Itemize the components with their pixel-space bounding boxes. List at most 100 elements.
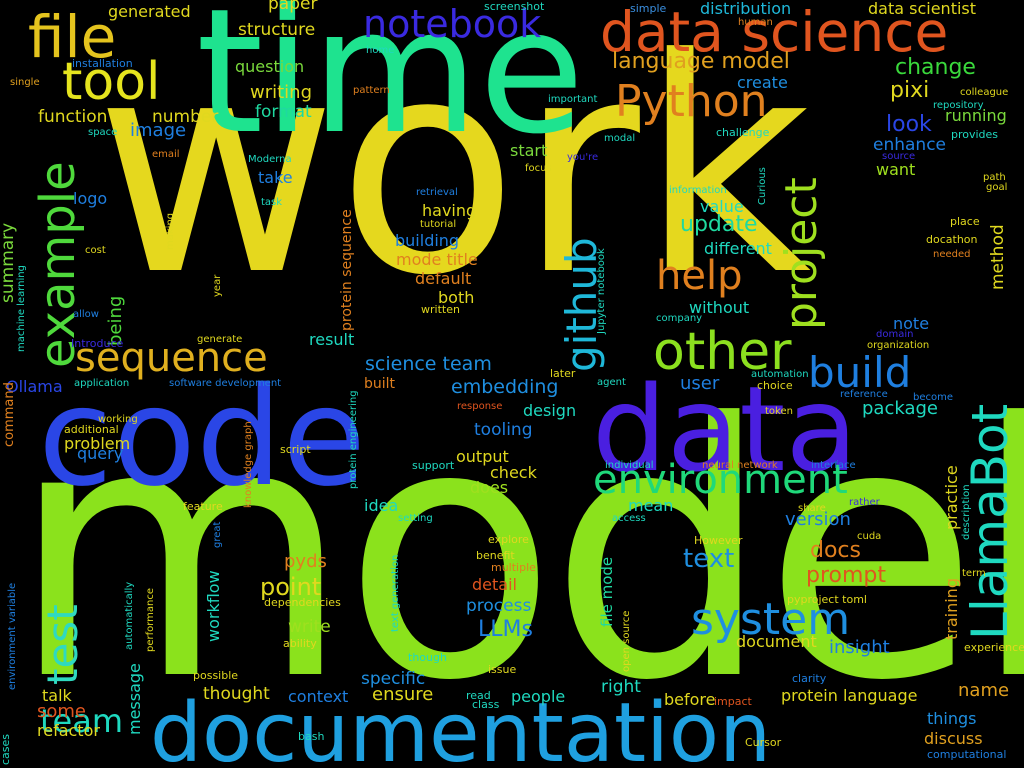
word: take [258, 168, 293, 187]
word: issue [488, 663, 517, 676]
word: right [601, 677, 641, 697]
word: mode title [396, 250, 478, 269]
word: experience [964, 641, 1024, 654]
word: domain [876, 329, 914, 340]
word: modal [604, 133, 636, 144]
word: pixi [890, 78, 930, 103]
word: Moderna [248, 154, 292, 165]
word: possible [193, 669, 239, 682]
word: document [736, 632, 817, 651]
word: place [950, 215, 980, 228]
word: work [95, 0, 812, 340]
word: image [130, 120, 187, 141]
word: pattern [353, 85, 390, 96]
word: agent [597, 377, 626, 388]
word: colleague [960, 87, 1009, 98]
word: support [412, 459, 455, 472]
word: automation [751, 369, 809, 380]
word: number [152, 107, 219, 127]
word: allow [73, 309, 99, 320]
word: package [862, 398, 938, 419]
word: challenge [716, 126, 770, 139]
word: system [691, 594, 851, 645]
word: command [2, 382, 17, 447]
word: people [511, 687, 566, 706]
word: other [653, 322, 792, 382]
word: question [235, 57, 305, 76]
word: task [261, 197, 283, 208]
word: output [456, 447, 509, 466]
word: installation [72, 57, 133, 70]
word: performance [145, 587, 156, 652]
word: value [700, 197, 744, 216]
word: protein language [781, 686, 918, 705]
word: environment variable [7, 582, 18, 690]
word: want [876, 160, 916, 179]
word: cuda [857, 531, 882, 542]
word: both [438, 288, 475, 307]
word: tool [62, 52, 161, 112]
word: source [882, 151, 916, 162]
word: embedding [451, 376, 559, 398]
word: application [74, 378, 130, 389]
word: company [656, 313, 703, 324]
word: environment [593, 457, 848, 503]
word: different [704, 239, 772, 258]
word: talk [42, 686, 72, 705]
word: create [737, 73, 788, 92]
word: text [683, 544, 735, 574]
word: important [548, 94, 598, 105]
word: neural network [702, 460, 778, 471]
word: email [152, 149, 180, 160]
word: share [798, 503, 826, 514]
word: interface [811, 460, 856, 471]
word: notebook [363, 2, 542, 46]
word: open source [621, 610, 632, 672]
word: LLMs [478, 617, 533, 642]
word: computational [927, 748, 1007, 761]
word: code [38, 359, 366, 517]
word: function [38, 107, 108, 127]
word: without [689, 298, 750, 317]
word: user [680, 373, 720, 394]
word: project [776, 177, 827, 330]
word: help [656, 253, 743, 299]
word: explore [488, 533, 529, 546]
word: time [196, 0, 585, 172]
word: feature [183, 500, 223, 513]
word: science team [365, 353, 492, 375]
word: version [785, 509, 851, 530]
word: tutorial [420, 219, 457, 230]
word: great [212, 521, 223, 548]
word: query [77, 444, 124, 463]
word: message [125, 663, 144, 735]
word: reference [840, 389, 888, 400]
word: workflow [204, 570, 223, 642]
word: context [288, 687, 349, 706]
word: Cursor [745, 736, 782, 749]
word: idea [364, 496, 399, 515]
word: look [886, 112, 932, 137]
word: start [510, 141, 548, 160]
word: result [309, 330, 355, 349]
word: impact [714, 695, 752, 708]
word: protein sequence [339, 209, 355, 331]
word: benefit [476, 549, 515, 562]
word: running [945, 106, 1007, 125]
word: thought [203, 684, 270, 704]
word: problem [64, 434, 131, 453]
word: language model [612, 49, 790, 74]
word: discuss [924, 729, 983, 748]
word: update [680, 212, 758, 237]
word: though [408, 651, 447, 664]
word: cost [85, 245, 106, 256]
word: simple [630, 2, 667, 15]
word: protein engineering [348, 390, 359, 489]
word: Python [615, 76, 768, 127]
word: read [466, 689, 491, 702]
word: point [260, 573, 322, 601]
word: year [212, 274, 223, 297]
word: response [457, 401, 503, 412]
word: does [470, 478, 509, 497]
word: design [523, 401, 577, 420]
